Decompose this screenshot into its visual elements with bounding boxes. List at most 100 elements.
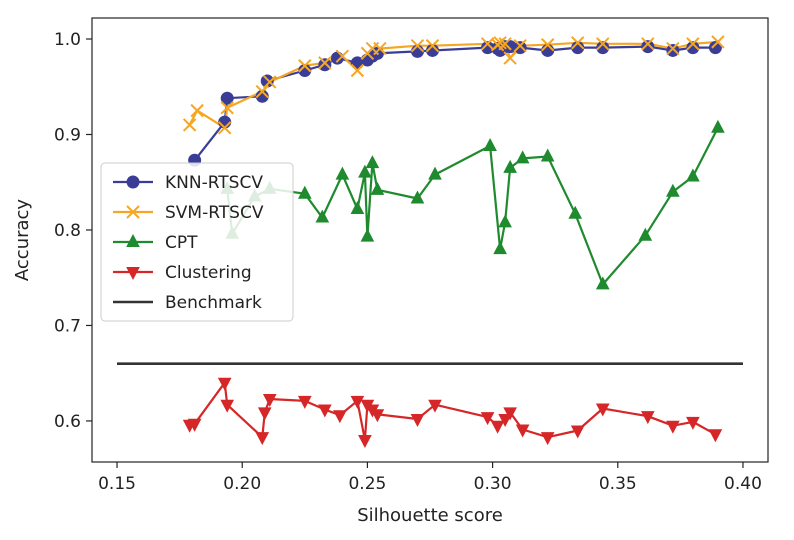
data-point-clustering: [428, 399, 442, 413]
data-point-svm-rtscv: [335, 49, 350, 63]
data-point-cpt: [638, 227, 653, 241]
x-tick-label: 0.15: [98, 474, 136, 494]
legend-swatch-marker: [126, 234, 140, 247]
data-point-knn-rtscv: [318, 58, 332, 72]
data-point-clustering: [490, 420, 505, 434]
data-point-knn-rtscv: [596, 41, 610, 55]
data-point-clustering: [257, 407, 272, 421]
y-tick-label: 0.8: [54, 221, 81, 241]
data-point-svm-rtscv: [263, 75, 277, 89]
data-point-clustering: [318, 404, 332, 418]
data-point-svm-rtscv: [711, 35, 725, 49]
data-point-cpt: [540, 148, 555, 162]
x-axis-label: Silhouette score: [357, 505, 503, 526]
plot-markers: [182, 35, 725, 449]
data-point-clustering: [640, 411, 655, 425]
data-point-svm-rtscv: [217, 121, 232, 135]
legend-label: SVM-RTSCV: [165, 203, 264, 223]
data-point-svm-rtscv: [220, 101, 234, 115]
data-point-clustering: [480, 412, 495, 426]
x-axis-ticks: 0.15 0.20 0.25 0.30 0.35 0.40: [98, 462, 762, 494]
y-tick-label: 0.7: [54, 316, 81, 336]
data-point-cpt: [335, 166, 350, 180]
data-point-clustering: [515, 424, 530, 438]
data-point-clustering: [217, 377, 232, 391]
data-point-clustering: [503, 407, 517, 421]
legend-item-svm-rtscv: SVM-RTSCV: [113, 203, 264, 223]
data-point-svm-rtscv: [373, 41, 387, 56]
data-point-cpt: [360, 228, 375, 242]
data-point-svm-rtscv: [350, 63, 365, 78]
data-point-cpt: [568, 205, 583, 219]
data-point-clustering: [333, 410, 347, 424]
data-point-knn-rtscv: [513, 41, 527, 55]
data-point-knn-rtscv: [220, 91, 234, 105]
data-point-cpt: [428, 166, 442, 180]
data-point-cpt: [315, 209, 330, 223]
data-point-clustering: [708, 429, 723, 443]
data-point-clustering: [187, 418, 202, 432]
legend-swatch-marker: [126, 175, 140, 189]
legend-item-clustering: Clustering: [113, 263, 252, 283]
data-point-cpt: [365, 155, 380, 169]
y-axis-label: Accuracy: [12, 199, 33, 282]
legend-box: [100, 162, 294, 322]
data-point-knn-rtscv: [541, 43, 555, 57]
data-point-knn-rtscv: [641, 40, 655, 54]
data-point-svm-rtscv: [493, 36, 507, 50]
data-point-svm-rtscv: [190, 103, 204, 118]
x-tick-label: 0.35: [599, 474, 637, 494]
legend-label: CPT: [165, 233, 198, 253]
data-point-svm-rtscv: [410, 38, 425, 53]
data-point-svm-rtscv: [425, 38, 440, 53]
data-point-cpt: [686, 168, 700, 182]
x-tick-label: 0.30: [474, 474, 512, 494]
data-point-cpt: [711, 119, 725, 133]
data-point-svm-rtscv: [540, 38, 555, 52]
data-point-svm-rtscv: [182, 118, 197, 132]
data-point-cpt: [595, 276, 610, 290]
data-point-cpt: [493, 241, 507, 255]
plot-frame: [91, 17, 769, 463]
data-point-clustering: [297, 395, 312, 409]
data-point-clustering: [255, 432, 270, 446]
y-tick-label: 1.0: [54, 30, 81, 50]
data-point-knn-rtscv: [410, 44, 424, 58]
data-point-svm-rtscv: [498, 37, 512, 51]
x-tick-label: 0.20: [223, 474, 261, 494]
legend-label: Clustering: [165, 263, 252, 283]
data-point-cpt: [350, 200, 365, 214]
y-tick-label: 0.6: [54, 412, 81, 432]
data-point-knn-rtscv: [708, 41, 722, 55]
data-point-cpt: [483, 137, 497, 151]
data-point-cpt: [498, 214, 512, 228]
data-point-cpt: [297, 185, 312, 199]
data-point-clustering: [686, 416, 700, 430]
data-point-clustering: [410, 414, 425, 428]
data-point-svm-rtscv: [298, 59, 312, 73]
data-point-svm-rtscv: [513, 38, 527, 53]
data-point-cpt: [666, 183, 680, 197]
data-point-svm-rtscv: [641, 37, 655, 51]
data-point-svm-rtscv: [503, 51, 517, 65]
legend-swatch-marker: [126, 267, 140, 280]
y-axis-ticks: 0.6 0.7 0.8 0.9 1.0: [54, 30, 92, 432]
data-point-svm-rtscv: [686, 37, 700, 51]
data-point-cpt: [503, 159, 517, 173]
data-point-svm-rtscv: [571, 36, 585, 50]
data-point-cpt: [410, 190, 425, 204]
data-point-clustering: [262, 393, 277, 407]
data-point-clustering: [358, 435, 372, 449]
legend-item-benchmark: Benchmark: [113, 293, 262, 313]
data-point-knn-rtscv: [218, 115, 232, 129]
data-point-svm-rtscv: [255, 84, 269, 99]
data-point-clustering: [498, 414, 512, 428]
series-markers-svm-rtscv: [182, 35, 725, 135]
data-point-clustering: [220, 399, 235, 413]
data-point-knn-rtscv: [666, 43, 680, 57]
data-point-knn-rtscv: [686, 41, 700, 55]
legend-label: Benchmark: [165, 293, 262, 313]
data-point-clustering: [666, 420, 680, 434]
data-point-cpt: [370, 181, 385, 195]
legend-swatch-marker: [126, 205, 140, 219]
